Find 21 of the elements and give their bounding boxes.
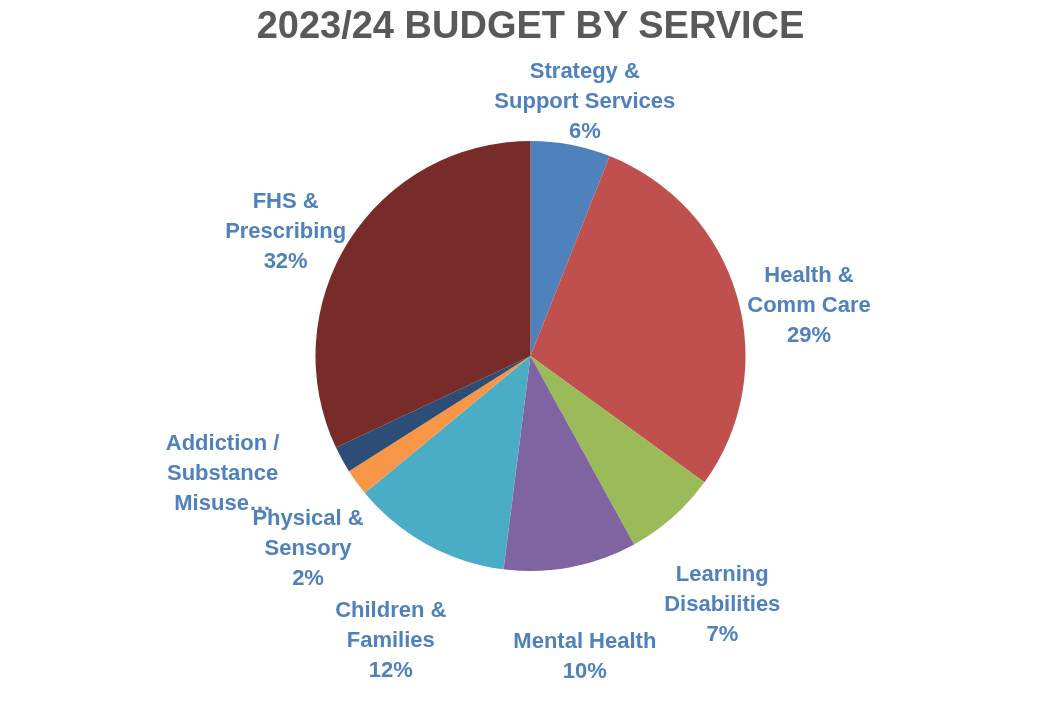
pie-slice	[364, 356, 531, 570]
data-label: 2%	[292, 564, 324, 590]
data-label: 32%	[263, 247, 308, 273]
slice-label: Children & Families	[335, 597, 447, 653]
data-label: 7%	[706, 620, 739, 646]
data-label: 29%	[786, 322, 832, 348]
pie-slice	[348, 356, 531, 494]
data-label: 6%	[568, 118, 601, 144]
data-label: 10%	[562, 657, 607, 683]
slice-label: Mental Health	[513, 627, 657, 653]
slice-label: Health & Comm Care	[747, 262, 871, 318]
pie-slice	[530, 356, 705, 545]
slice-label: Learning Disabilities	[664, 560, 781, 616]
slice-label: Strategy & Support Services	[494, 58, 676, 114]
pie-slice	[530, 141, 610, 356]
data-label: 12%	[368, 657, 413, 683]
pie-slice	[530, 156, 746, 483]
pie-slice	[335, 356, 531, 472]
chart-title: 2023/24 BUDGET BY SERVICE	[256, 4, 805, 46]
pie-slice	[503, 356, 635, 571]
slice-label: FHS & Prescribing	[225, 187, 347, 243]
